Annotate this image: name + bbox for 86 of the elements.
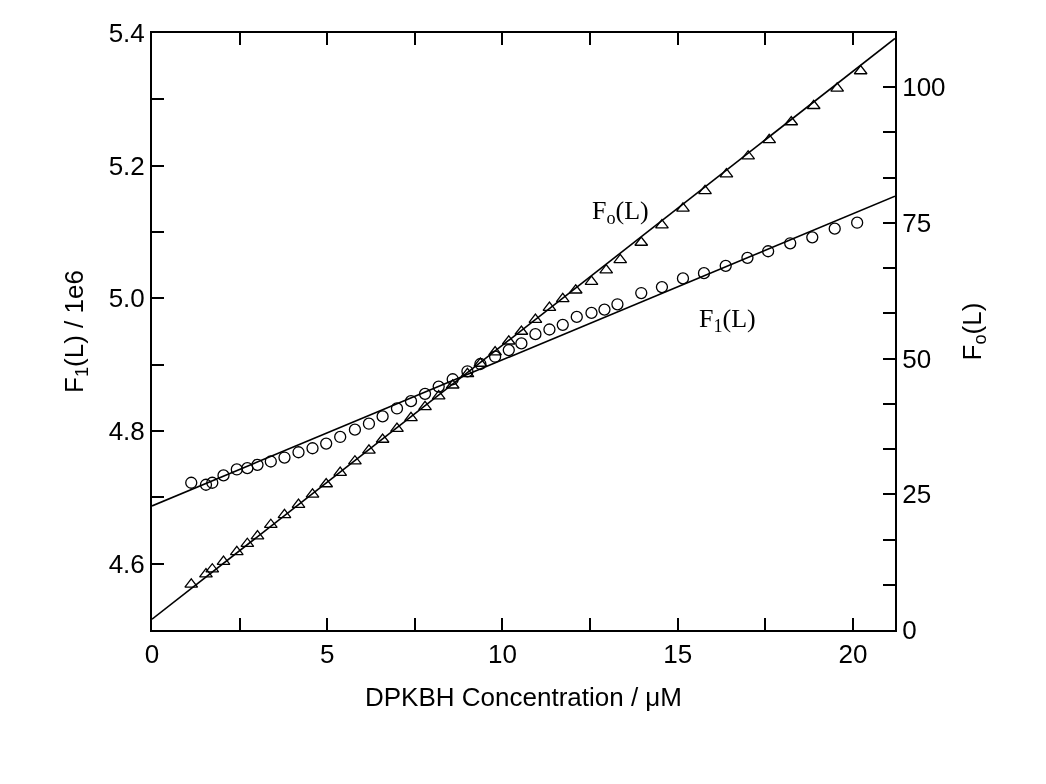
point <box>635 286 648 300</box>
point <box>654 218 669 229</box>
y2-tick-label: 75 <box>902 208 932 239</box>
point <box>697 266 711 280</box>
point <box>348 423 362 436</box>
point <box>655 280 669 294</box>
y2-tick-label: 50 <box>902 343 932 374</box>
point <box>216 555 231 566</box>
annotation: F$_{1}$(L) <box>699 304 756 337</box>
point <box>277 508 292 519</box>
point <box>319 477 334 488</box>
point <box>828 222 841 235</box>
point <box>198 567 213 578</box>
point <box>334 430 347 444</box>
point <box>762 133 777 144</box>
point <box>556 318 569 332</box>
point <box>217 469 230 482</box>
point <box>292 446 305 459</box>
y2-tick-label: 25 <box>902 479 932 510</box>
point <box>598 303 611 316</box>
point <box>853 64 868 75</box>
point <box>264 455 277 468</box>
y2-tick-label: 100 <box>902 72 946 103</box>
point <box>362 417 376 430</box>
point <box>404 395 418 408</box>
y-tick-label: 5.4 <box>108 18 145 49</box>
point <box>488 350 502 363</box>
point <box>250 529 265 540</box>
point <box>320 437 333 450</box>
point <box>784 237 797 250</box>
point <box>613 253 628 264</box>
point <box>542 301 557 312</box>
y-tick-label: 5.0 <box>108 283 145 314</box>
point <box>741 251 754 265</box>
point <box>719 167 734 178</box>
point <box>229 545 244 556</box>
point <box>761 245 775 258</box>
point <box>431 389 446 400</box>
x-tick-label: 15 <box>663 639 693 670</box>
point <box>230 463 243 476</box>
point <box>698 184 713 195</box>
y-tick-label: 5.2 <box>108 150 145 181</box>
point <box>376 410 389 423</box>
point <box>278 451 291 464</box>
x-tick-label: 20 <box>838 639 868 670</box>
point <box>390 402 404 415</box>
point <box>240 537 255 548</box>
point <box>263 518 278 529</box>
y-tick-label: 4.6 <box>108 548 145 579</box>
point <box>291 498 306 509</box>
point <box>515 337 528 350</box>
point <box>529 328 542 341</box>
point <box>185 476 198 489</box>
point <box>474 357 487 371</box>
x-tick-label: 5 <box>320 639 335 670</box>
point <box>418 387 432 400</box>
y-tick-label: 4.8 <box>108 416 145 447</box>
annotation: F$_{o}$(L) <box>592 196 649 229</box>
x-tick-label: 10 <box>488 639 517 670</box>
y2-tick-label: 0 <box>902 615 917 646</box>
x-tick-label: 0 <box>144 639 160 670</box>
point <box>206 476 219 489</box>
point <box>806 231 819 244</box>
point <box>446 373 459 386</box>
point <box>851 216 864 229</box>
point <box>611 298 624 311</box>
point <box>806 99 821 110</box>
point <box>488 345 503 356</box>
point <box>251 458 264 471</box>
point <box>555 292 570 303</box>
point <box>241 462 254 475</box>
point <box>333 466 348 477</box>
point <box>585 306 598 320</box>
point <box>404 411 418 422</box>
point <box>306 442 319 455</box>
point <box>418 400 433 411</box>
point <box>676 272 690 285</box>
point <box>719 259 732 272</box>
point <box>432 380 445 393</box>
point <box>389 422 404 433</box>
x-axis-title: DPKBH Concentration / μM <box>365 682 682 713</box>
point <box>543 323 556 336</box>
point <box>570 310 583 324</box>
point <box>784 115 799 126</box>
point <box>199 478 213 491</box>
point <box>502 343 515 357</box>
